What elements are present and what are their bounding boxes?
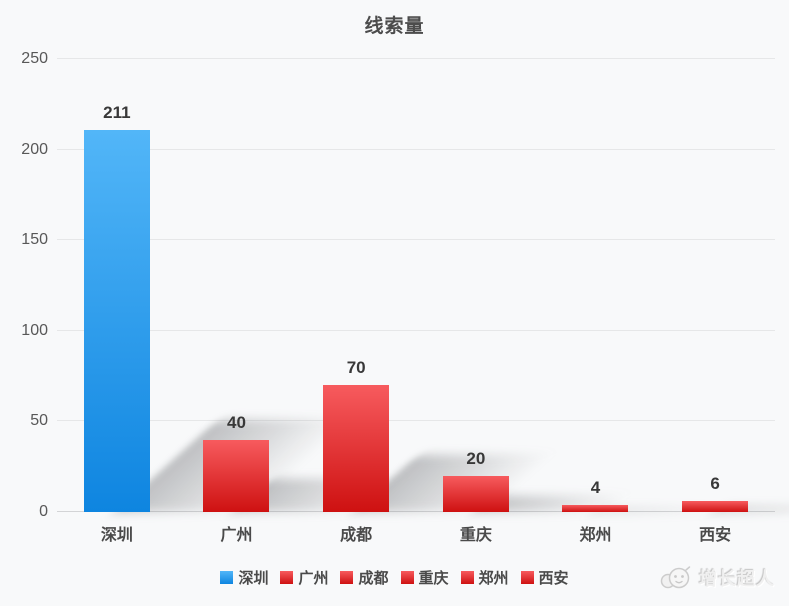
legend-label: 广州 <box>298 570 329 587</box>
bar-value-label: 6 <box>710 474 720 494</box>
gridline <box>57 148 775 150</box>
bar-深圳 <box>83 129 150 512</box>
plot-area: 211 深圳 40 广州 70 成都 20 重庆 4 郑州 6 西安 <box>57 58 789 544</box>
legend-swatch <box>280 571 294 584</box>
gridline <box>57 329 775 331</box>
legend-item: 成都 <box>340 567 389 588</box>
legend-item: 重庆 <box>400 567 449 588</box>
legend-swatch <box>220 571 234 584</box>
legend-item: 郑州 <box>460 567 509 588</box>
bar-郑州 <box>562 504 629 512</box>
bar-西安 <box>682 501 749 512</box>
legend-label: 成都 <box>358 570 389 587</box>
y-tick-label: 0 <box>39 503 48 520</box>
bar-value-label: 20 <box>466 448 486 468</box>
gridline <box>57 239 775 241</box>
bar-slot: 70 成都 <box>296 59 554 544</box>
bar-成都 <box>323 385 390 512</box>
legend-label: 深圳 <box>238 570 269 587</box>
x-axis-label: 重庆 <box>459 527 492 544</box>
legend-item: 广州 <box>280 567 328 588</box>
legend-item: 深圳 <box>220 567 268 588</box>
legend-swatch <box>520 571 534 584</box>
y-tick-label: 50 <box>30 412 48 430</box>
bar-slot: 20 重庆 <box>416 59 628 544</box>
chart-title: 线索量 <box>364 16 425 37</box>
x-axis-line <box>57 511 775 512</box>
y-tick-label: 200 <box>21 140 48 158</box>
legend-swatch <box>340 571 354 584</box>
watermark-text: 增长超人 <box>699 569 775 589</box>
bar-重庆 <box>442 475 509 512</box>
bar-slot: 211 深圳 <box>57 59 354 544</box>
watermark: 增长超人 <box>659 558 775 598</box>
bar-value-label: 4 <box>590 477 601 497</box>
gridline <box>57 58 775 59</box>
bar-value-label: 40 <box>227 412 246 432</box>
bar-slot: 6 西安 <box>655 59 789 544</box>
x-axis-label: 成都 <box>340 527 373 544</box>
bar-slot: 4 郑州 <box>536 59 734 544</box>
x-axis-label: 郑州 <box>579 527 612 544</box>
legend: 深圳 广州 成都 重庆 郑州 西安 <box>0 567 789 588</box>
bar-value-label: 211 <box>103 102 131 122</box>
legend-label: 西安 <box>538 570 569 587</box>
y-tick-label: 100 <box>21 321 48 339</box>
legend-swatch <box>400 571 414 584</box>
legend-label: 郑州 <box>478 570 509 587</box>
x-axis-label: 广州 <box>220 527 253 544</box>
legend-swatch <box>460 571 474 584</box>
legend-label: 重庆 <box>418 570 449 587</box>
bar-slot: 40 广州 <box>177 59 407 544</box>
x-axis-label: 西安 <box>699 527 732 544</box>
x-axis-label: 深圳 <box>100 527 133 544</box>
gridline <box>57 420 775 422</box>
y-tick-label: 250 <box>21 50 48 67</box>
bar-广州 <box>203 439 270 512</box>
y-axis-labels: 0 50 100 150 200 250 <box>0 0 50 606</box>
y-tick-label: 150 <box>21 231 48 249</box>
watermark-logo-icon <box>660 566 691 589</box>
legend-item: 西安 <box>520 567 569 588</box>
bar-value-label: 70 <box>346 358 366 378</box>
